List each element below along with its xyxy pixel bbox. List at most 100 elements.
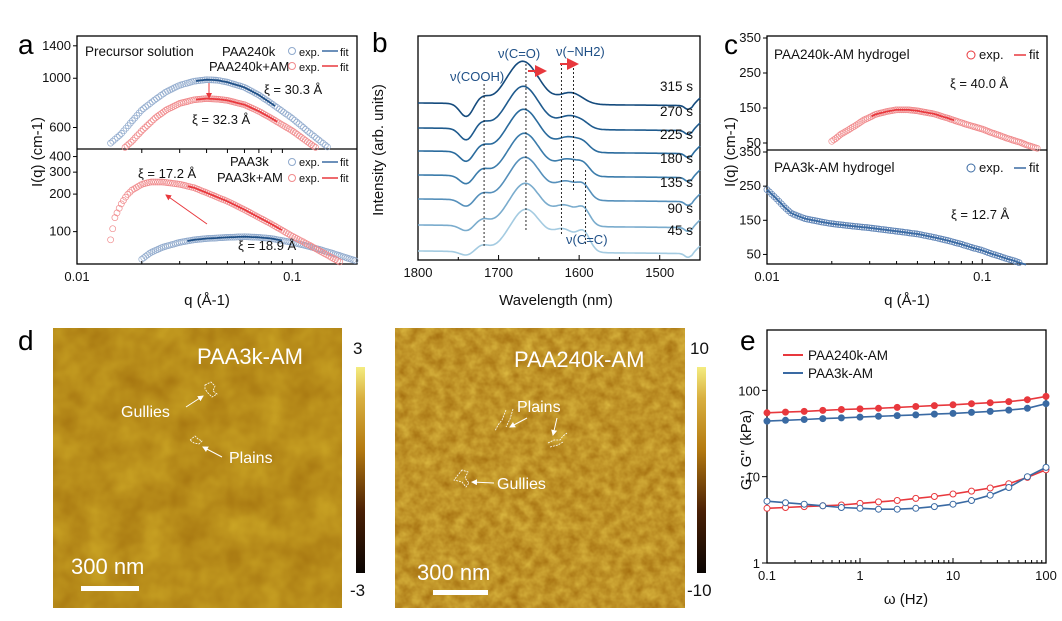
panel-b-spectra xyxy=(418,60,701,258)
data-point xyxy=(800,407,808,415)
y-tick-label: 50 xyxy=(747,246,761,261)
data-point xyxy=(841,128,849,136)
fit-line xyxy=(870,108,955,122)
colorbar-right-max: 10 xyxy=(690,339,709,358)
y-axis-label: I(q) (cm-1) xyxy=(29,117,46,187)
y-tick-label: 10 xyxy=(746,470,760,485)
y-tick-label: 600 xyxy=(49,119,71,134)
data-point xyxy=(775,197,783,205)
colorbar-left-max: 3 xyxy=(353,339,362,358)
data-point xyxy=(162,107,169,114)
data-point xyxy=(847,125,854,132)
time-label: 270 s xyxy=(660,104,693,119)
data-point xyxy=(912,403,920,410)
legend-a-bot-1: PAA3k xyxy=(230,154,269,169)
data-point xyxy=(275,119,283,127)
legend-a-bot-2: PAA3k+AM xyxy=(217,170,283,185)
data-point xyxy=(263,112,271,120)
data-point xyxy=(267,114,275,122)
data-point xyxy=(856,413,864,421)
data-point xyxy=(930,493,938,500)
y-tick-label: 300 xyxy=(49,164,71,179)
data-point xyxy=(153,95,160,102)
data-point xyxy=(111,214,119,221)
data-point xyxy=(271,117,279,124)
plain-outline xyxy=(189,435,203,445)
legend-marker-exp xyxy=(288,62,296,70)
data-point xyxy=(310,133,318,140)
data-point xyxy=(949,409,957,417)
y-tick-label: 150 xyxy=(739,100,761,115)
data-point xyxy=(111,135,119,143)
data-point xyxy=(315,136,323,144)
data-point xyxy=(261,111,269,118)
y-tick-label: 250 xyxy=(739,65,761,80)
data-point xyxy=(145,120,153,127)
data-point xyxy=(301,136,309,144)
data-point xyxy=(133,132,141,140)
data-point xyxy=(145,179,153,186)
data-point xyxy=(849,123,856,131)
afm-label-gullies: Gullies xyxy=(497,476,546,493)
afm-left-title: PAA3k-AM xyxy=(197,344,303,369)
data-point xyxy=(819,502,827,510)
time-label: 135 s xyxy=(660,175,693,190)
data-point xyxy=(986,491,994,499)
data-point xyxy=(125,140,133,148)
data-point xyxy=(875,505,882,513)
data-point xyxy=(321,141,329,149)
data-point xyxy=(117,200,125,208)
panel-label-b: b xyxy=(372,27,388,58)
data-point xyxy=(800,416,808,423)
panel-a-frame xyxy=(76,35,358,265)
data-point xyxy=(120,197,127,204)
data-point xyxy=(306,241,314,249)
data-point xyxy=(1033,144,1041,152)
annotation-nh2: ν(−NH2) xyxy=(556,44,605,59)
data-point xyxy=(930,402,938,410)
x-tick-label: 100 xyxy=(1035,568,1057,583)
data-point xyxy=(289,115,296,122)
data-point xyxy=(273,118,281,126)
fit-line xyxy=(195,78,276,107)
xi-label: ξ = 12.7 Å xyxy=(951,207,1010,222)
data-point xyxy=(949,500,957,508)
data-point xyxy=(800,500,808,508)
afm-right-texture xyxy=(395,328,685,608)
data-point xyxy=(121,144,129,151)
afm-right-scalebar xyxy=(433,590,488,595)
y-tick-label: 50 xyxy=(747,135,761,150)
data-point xyxy=(856,504,864,512)
data-point xyxy=(131,134,139,142)
data-point xyxy=(126,188,134,196)
xi-label: ξ = 30.3 Å xyxy=(264,82,323,97)
data-point xyxy=(169,179,177,187)
panel-a-annotation: Precursor solution xyxy=(85,44,194,59)
plain-outline xyxy=(547,432,568,448)
data-point xyxy=(845,126,853,134)
legend-fit-label: fit xyxy=(340,62,349,74)
panel-b-frame xyxy=(417,35,701,261)
colorbar-right xyxy=(697,367,706,573)
data-point xyxy=(157,92,165,99)
data-point xyxy=(147,178,155,186)
panel-label-d: d xyxy=(18,325,34,356)
panel-c-bottom-annotation: PAA3k-AM hydrogel xyxy=(774,160,895,175)
legend-exp-label: exp. xyxy=(979,160,1004,175)
panel-b-ticks: 1800 1700 1600 1500 xyxy=(404,255,674,280)
data-point xyxy=(142,252,150,260)
panel-label-c: c xyxy=(724,29,738,60)
data-point xyxy=(785,207,792,215)
plain-outline xyxy=(494,408,514,432)
data-point xyxy=(129,136,137,144)
data-point xyxy=(839,129,847,137)
data-point xyxy=(107,139,114,147)
y-tick-label: 200 xyxy=(49,186,71,201)
data-point xyxy=(332,256,339,263)
x-tick-label: 0.1 xyxy=(758,568,776,583)
data-point xyxy=(154,178,162,186)
y-tick-label: 1400 xyxy=(42,38,71,53)
